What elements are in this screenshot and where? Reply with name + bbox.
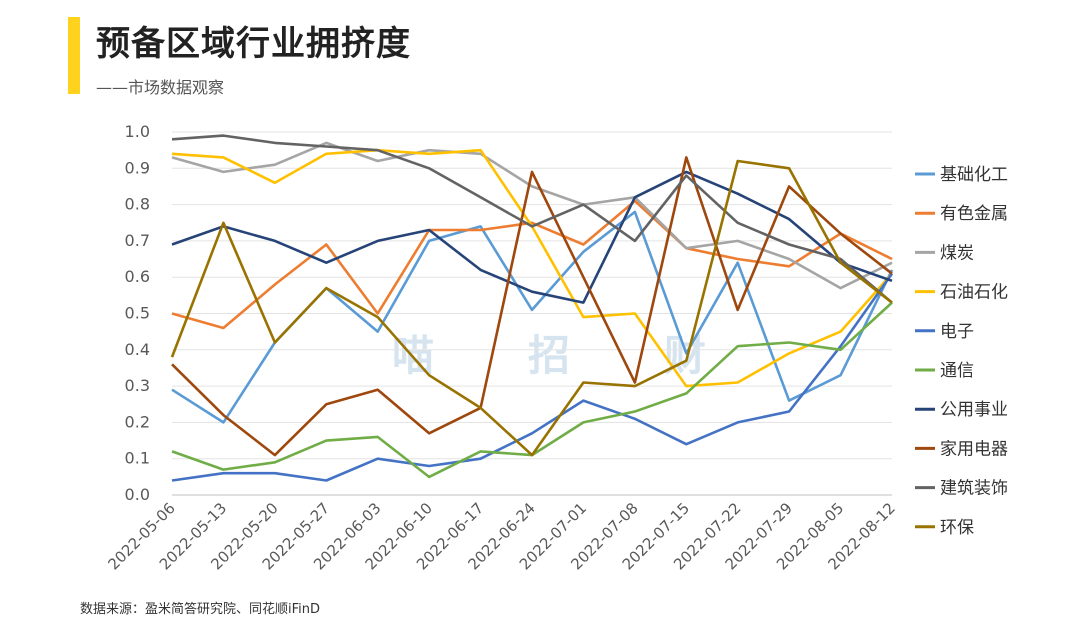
watermark-char: 财 — [664, 331, 707, 380]
series-line — [171, 199, 893, 330]
y-tick-label: 0.7 — [125, 231, 150, 250]
y-tick-label: 1.0 — [125, 122, 150, 141]
page-subtitle: ——市场数据观察 — [96, 78, 225, 97]
series-line — [171, 156, 893, 457]
x-axis-ticks: 2022-05-062022-05-132022-05-202022-05-27… — [104, 499, 898, 573]
series-line — [171, 170, 893, 304]
y-tick-label: 0.4 — [125, 340, 150, 359]
watermark-char: 招 — [528, 331, 571, 380]
series-line — [171, 141, 893, 290]
chart-grid — [172, 131, 892, 496]
y-axis-ticks: 0.0 0.1 0.2 0.3 0.4 0.5 0.6 0.7 0.8 0.9 1.0 — [125, 122, 150, 504]
legend-label: 公用事业 — [940, 400, 1008, 420]
legend-label: 建筑装饰 — [940, 479, 1008, 499]
page-title: 预备区域行业拥挤度 — [96, 24, 411, 64]
series-line — [171, 134, 893, 304]
legend-label: 煤炭 — [940, 243, 974, 263]
series-lines — [170, 134, 894, 482]
legend-label: 家用电器 — [940, 439, 1008, 459]
y-tick-label: 0.5 — [125, 304, 150, 323]
series-line — [171, 272, 894, 482]
y-tick-label: 0.0 — [125, 485, 150, 504]
series-line — [170, 159, 893, 457]
y-tick-label: 0.1 — [125, 449, 150, 468]
legend-label: 通信 — [940, 361, 974, 381]
y-tick-label: 0.3 — [125, 376, 150, 395]
y-tick-label: 0.6 — [125, 267, 150, 286]
legend-label: 有色金属 — [940, 204, 1008, 224]
y-tick-label: 0.9 — [125, 158, 150, 177]
legend-label: 电子 — [940, 322, 974, 342]
legend-label: 石油石化 — [940, 283, 1008, 303]
title-accent-bar — [68, 17, 80, 94]
legend-label: 环保 — [940, 518, 974, 538]
legend-label: 基础化工 — [940, 165, 1008, 185]
y-tick-label: 0.2 — [125, 412, 150, 431]
y-tick-label: 0.8 — [125, 195, 150, 214]
data-source-note: 数据来源：盈米简答研究院、同花顺iFinD — [80, 602, 321, 617]
